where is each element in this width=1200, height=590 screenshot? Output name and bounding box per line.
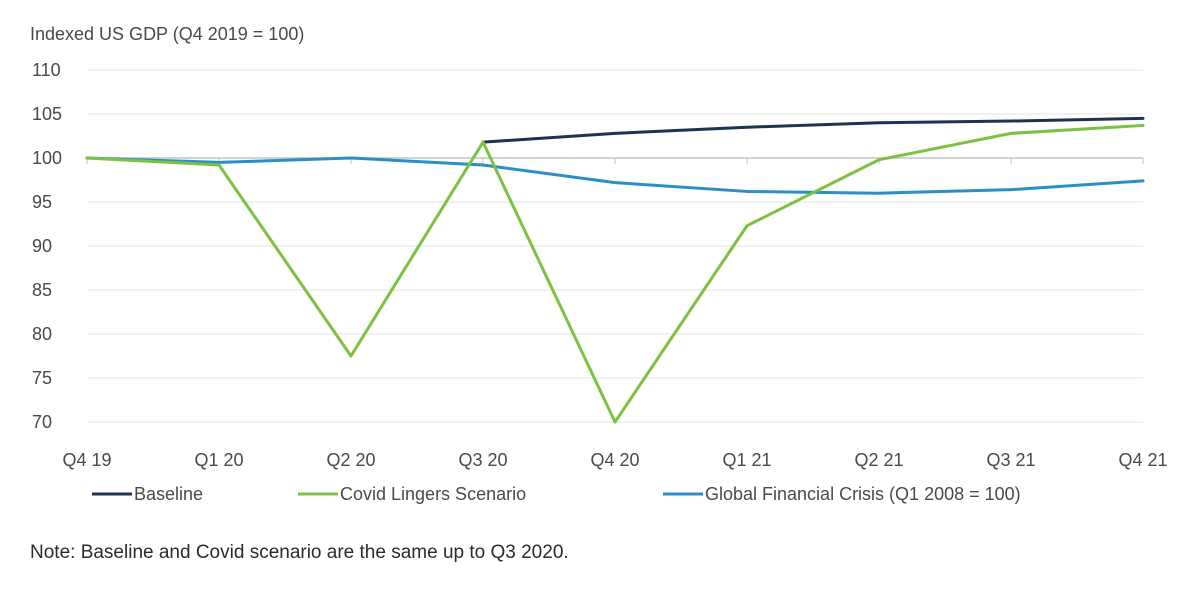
data-point [878, 192, 880, 194]
data-point [1142, 117, 1144, 119]
x-tick-label: Q4 20 [590, 450, 639, 470]
y-tick-label: 75 [32, 368, 52, 388]
data-point [614, 421, 616, 423]
x-tick-label: Q3 20 [458, 450, 507, 470]
data-point [218, 164, 220, 166]
y-tick-label: 110 [32, 60, 61, 80]
legend-label: Global Financial Crisis (Q1 2008 = 100) [705, 484, 1021, 504]
data-point [1010, 189, 1012, 191]
legend-label: Covid Lingers Scenario [340, 484, 526, 504]
data-point [1142, 180, 1144, 182]
y-tick-label: 95 [32, 192, 52, 212]
y-tick-label: 70 [32, 412, 52, 432]
data-point [1010, 120, 1012, 122]
data-point [482, 164, 484, 166]
data-point [746, 225, 748, 227]
line-chart-svg: Indexed US GDP (Q4 2019 = 100) 110 105 100 9… [30, 24, 1168, 504]
series-line [481, 116, 1145, 144]
data-point [482, 141, 484, 143]
chart: Indexed US GDP (Q4 2019 = 100) 110 105 100 9… [30, 24, 1168, 504]
x-tick-label: Q4 19 [62, 450, 111, 470]
x-tick-label: Q1 21 [722, 450, 771, 470]
chart-note: Note: Baseline and Covid scenario are th… [30, 542, 569, 563]
data-point [218, 161, 220, 163]
x-tick-label: Q2 21 [854, 450, 903, 470]
x-tick-label: Q2 20 [326, 450, 375, 470]
y-tick-label: 90 [32, 236, 52, 256]
data-point [614, 182, 616, 184]
y-axis-title: Indexed US GDP (Q4 2019 = 100) [30, 24, 304, 44]
data-point [86, 157, 88, 159]
y-tick-label: 80 [32, 324, 52, 344]
x-tick-label: Q1 20 [194, 450, 243, 470]
data-point [350, 157, 352, 159]
y-tick-label: 100 [32, 148, 62, 168]
data-point [746, 190, 748, 192]
data-point [878, 159, 880, 161]
data-point [1142, 124, 1144, 126]
data-point [878, 122, 880, 124]
y-tick-label: 85 [32, 280, 52, 300]
y-tick-label: 105 [32, 104, 62, 124]
legend-label: Baseline [134, 484, 203, 504]
x-tick-label: Q4 21 [1118, 450, 1167, 470]
data-point [746, 126, 748, 128]
data-point [350, 355, 352, 357]
x-tick-label: Q3 21 [986, 450, 1035, 470]
data-point [614, 132, 616, 134]
data-point [1010, 132, 1012, 134]
